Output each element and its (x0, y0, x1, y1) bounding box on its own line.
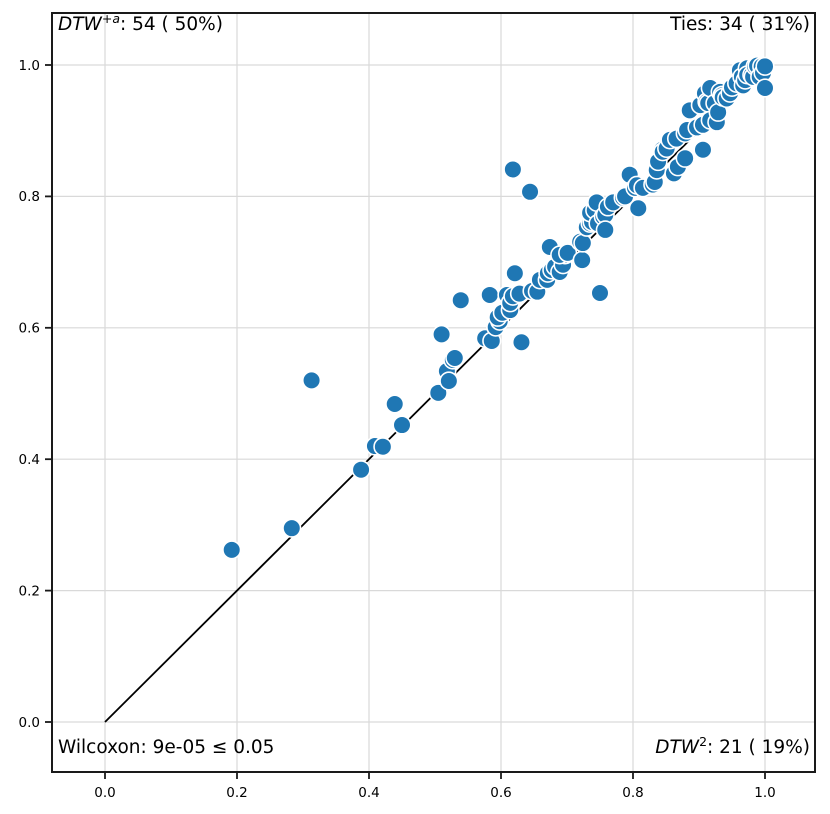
annotation-wilcoxon-text: Wilcoxon: 9e-05 ≤ 0.05 (58, 737, 275, 758)
data-point (693, 140, 713, 160)
data-point (503, 159, 523, 180)
method-label-dtw-squared: DTW (655, 737, 700, 758)
data-point (373, 437, 393, 457)
data-point (675, 148, 695, 168)
method-superscript-2: 2 (699, 733, 708, 749)
data-point (445, 348, 465, 368)
y-tick-label: 0.0 (19, 715, 40, 731)
annotation-ties-text: Ties: 34 ( 31%) (670, 14, 810, 35)
annotation-wilcoxon: Wilcoxon: 9e-05 ≤ 0.05 (58, 737, 274, 758)
y-tick-label: 0.4 (19, 452, 40, 468)
annotation-ties: Ties: 34 ( 31%) (670, 14, 810, 35)
data-point (351, 460, 371, 480)
x-tick-label: 1.0 (754, 785, 775, 801)
plot-border (51, 12, 816, 773)
data-point (282, 518, 302, 538)
data-point (439, 371, 459, 391)
data-point (595, 220, 615, 240)
data-point (222, 540, 242, 560)
scatter-points (222, 56, 775, 560)
data-point (451, 290, 471, 310)
data-point (628, 198, 648, 218)
y-tick-label: 0.2 (19, 583, 40, 599)
data-point (505, 263, 525, 283)
annotation-dtw-squared-count: : 21 ( 19%) (707, 737, 810, 758)
x-tick-label: 0.8 (622, 785, 643, 801)
data-point (432, 324, 452, 344)
data-point (755, 78, 775, 98)
y-tick-label: 0.8 (19, 189, 40, 205)
y-tick-label: 1.0 (19, 58, 40, 74)
axis-ticks (45, 64, 766, 779)
data-point (590, 283, 610, 303)
data-point (385, 394, 405, 414)
data-point (755, 56, 775, 76)
x-tick-label: 0.2 (226, 785, 247, 801)
axis-tick-labels: 0.0 0.2 0.4 0.6 0.8 1.0 0.0 0.2 0.4 0.6 0.8 1.0 (19, 58, 776, 801)
x-tick-label: 0.4 (358, 785, 379, 801)
method-label-dtw-plus-a: DTW (58, 14, 102, 35)
method-superscript-plus-a: +a (101, 10, 120, 26)
y-tick-label: 0.6 (19, 321, 40, 337)
data-point (392, 415, 412, 435)
annotation-dtw-squared-wins: DTW2: 21 ( 19%) (655, 733, 810, 758)
data-point (573, 233, 593, 253)
annotation-dtw-plus-a-wins: DTW+a: 54 ( 50%) (58, 10, 223, 35)
data-point (572, 250, 592, 270)
x-tick-label: 0.0 (94, 785, 115, 801)
data-point (480, 285, 500, 305)
data-point (520, 182, 540, 202)
annotation-dtw-plus-a-count: : 54 ( 50%) (119, 14, 223, 35)
data-point (301, 370, 322, 390)
data-point (511, 332, 532, 352)
x-tick-label: 0.6 (490, 785, 511, 801)
gridlines (52, 13, 815, 772)
data-point (428, 383, 448, 403)
